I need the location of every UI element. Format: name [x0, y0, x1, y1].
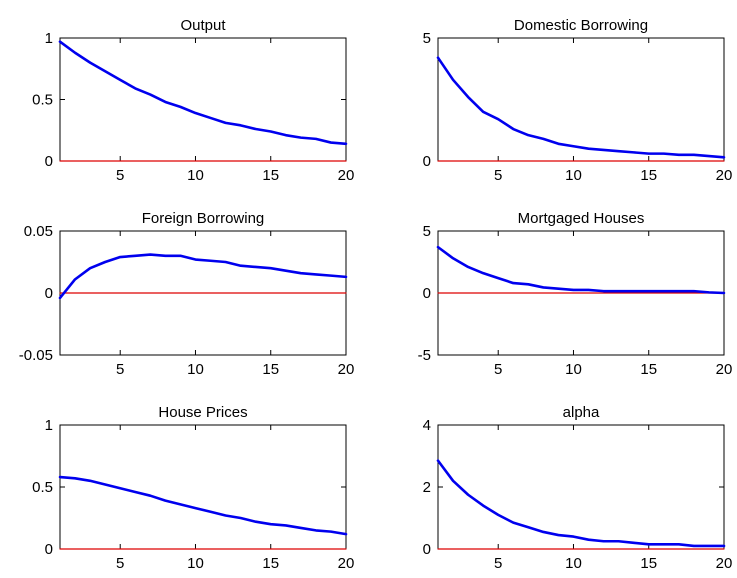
house-prices-panel: House Prices 5 10 15 20 0 0.5 1 — [32, 404, 354, 572]
foreign-borrowing-y-tick-label: -0.05 — [19, 347, 53, 364]
house-prices-title: House Prices — [158, 404, 247, 421]
alpha-response-line — [436, 459, 726, 548]
output-x-tick-label: 15 — [262, 167, 279, 184]
mortgaged-houses-x-tick-label: 15 — [640, 361, 657, 378]
mortgaged-houses-x-tick-label: 5 — [494, 361, 502, 378]
alpha-panel: alpha 5 10 15 20 0 2 4 — [423, 404, 733, 572]
domestic-borrowing-x-tick-label: 5 — [494, 167, 502, 184]
mortgaged-houses-y-tick-label: 5 — [423, 223, 431, 240]
foreign-borrowing-x-tick-label: 10 — [187, 361, 204, 378]
output-x-tick-label: 10 — [187, 167, 204, 184]
foreign-borrowing-y-tick-label: 0.05 — [24, 223, 53, 240]
domestic-borrowing-x-tick-label: 20 — [716, 167, 733, 184]
domestic-borrowing-plot-area — [437, 37, 725, 162]
mortgaged-houses-panel: Mortgaged Houses 5 10 15 20 -5 0 5 — [418, 210, 733, 378]
foreign-borrowing-response-line — [58, 253, 348, 300]
house-prices-plot-area — [59, 424, 347, 550]
alpha-x-tick-label: 20 — [716, 555, 733, 572]
domestic-borrowing-y-tick-label: 0 — [423, 153, 431, 170]
output-response-line — [58, 40, 348, 146]
output-x-tick-label: 20 — [338, 167, 355, 184]
output-title: Output — [180, 17, 226, 34]
house-prices-x-tick-label: 10 — [187, 555, 204, 572]
alpha-y-tick-label: 4 — [423, 417, 431, 434]
domestic-borrowing-panel: Domestic Borrowing 5 10 15 20 0 5 — [423, 17, 733, 184]
house-prices-x-tick-label: 5 — [116, 555, 124, 572]
foreign-borrowing-panel: Foreign Borrowing 5 10 15 20 -0.05 0 0.05 — [19, 210, 355, 378]
output-y-tick-label: 0.5 — [32, 92, 53, 109]
alpha-plot-area — [437, 424, 725, 550]
mortgaged-houses-y-tick-label: -5 — [418, 347, 431, 364]
mortgaged-houses-title: Mortgaged Houses — [518, 210, 645, 227]
foreign-borrowing-x-tick-label: 20 — [338, 361, 355, 378]
alpha-y-tick-label: 0 — [423, 541, 431, 558]
foreign-borrowing-title: Foreign Borrowing — [142, 210, 265, 227]
house-prices-x-tick-label: 15 — [262, 555, 279, 572]
mortgaged-houses-x-tick-label: 10 — [565, 361, 582, 378]
house-prices-response-line — [58, 475, 348, 536]
foreign-borrowing-x-tick-label: 5 — [116, 361, 124, 378]
alpha-x-tick-label: 15 — [640, 555, 657, 572]
alpha-x-tick-label: 5 — [494, 555, 502, 572]
output-panel: Output 5 10 15 20 0 0.5 1 — [32, 17, 354, 184]
domestic-borrowing-response-line — [436, 56, 726, 159]
foreign-borrowing-y-tick-label: 0 — [45, 285, 53, 302]
output-x-tick-label: 5 — [116, 167, 124, 184]
mortgaged-houses-x-tick-label: 20 — [716, 361, 733, 378]
domestic-borrowing-x-tick-label: 10 — [565, 167, 582, 184]
output-y-tick-label: 0 — [45, 153, 53, 170]
house-prices-y-tick-label: 0.5 — [32, 479, 53, 496]
mortgaged-houses-y-tick-label: 0 — [423, 285, 431, 302]
output-plot-area — [59, 37, 347, 162]
domestic-borrowing-x-tick-label: 15 — [640, 167, 657, 184]
foreign-borrowing-x-tick-label: 15 — [262, 361, 279, 378]
output-y-tick-label: 1 — [45, 30, 53, 47]
alpha-title: alpha — [563, 404, 600, 421]
house-prices-x-tick-label: 20 — [338, 555, 355, 572]
domestic-borrowing-y-tick-label: 5 — [423, 30, 431, 47]
mortgaged-houses-response-line — [436, 245, 726, 295]
domestic-borrowing-title: Domestic Borrowing — [514, 17, 648, 34]
house-prices-y-tick-label: 1 — [45, 417, 53, 434]
house-prices-y-tick-label: 0 — [45, 541, 53, 558]
alpha-y-tick-label: 2 — [423, 479, 431, 496]
alpha-x-tick-label: 10 — [565, 555, 582, 572]
